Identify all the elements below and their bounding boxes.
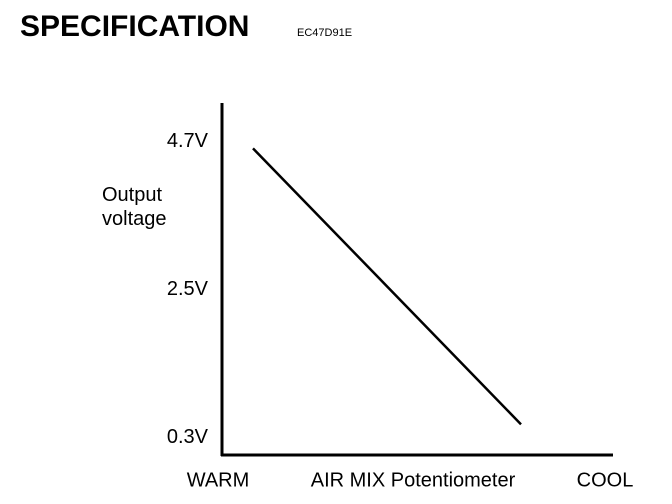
y-axis-label: Output voltage bbox=[102, 184, 167, 230]
y-tick-label: 0.3V bbox=[167, 426, 209, 448]
x-axis-label: AIR MIX Potentiometer bbox=[311, 469, 516, 491]
y-tick-label: 4.7V bbox=[167, 130, 209, 152]
x-tick-label: COOL bbox=[577, 469, 634, 491]
data-line bbox=[252, 147, 522, 426]
chart-title: SPECIFICATION bbox=[20, 10, 249, 43]
x-tick-label: WARM bbox=[187, 469, 250, 491]
y-tick-label: 2.5V bbox=[167, 278, 209, 300]
chart-subtitle: EC47D91E bbox=[297, 27, 352, 39]
